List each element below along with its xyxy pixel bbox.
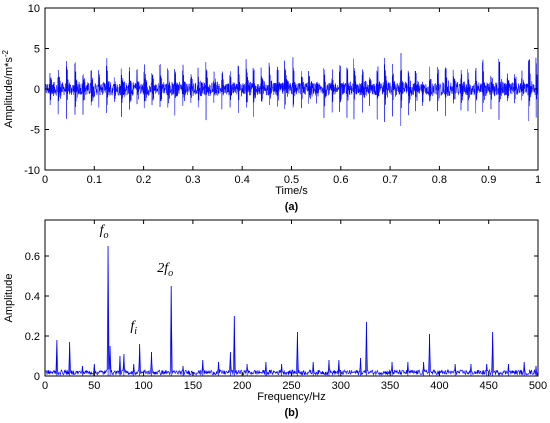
a-y-tick-label: 5 — [34, 44, 40, 56]
b-x-tick-label: 0 — [42, 380, 48, 392]
b-x-tick-label: 100 — [134, 380, 152, 392]
b-x-tick-label: 350 — [381, 380, 399, 392]
a-x-tick-label: 0.5 — [284, 174, 299, 186]
time-signal-series — [44, 53, 539, 126]
y-ticks-a: -10 -5 0 5 10 — [24, 3, 538, 177]
frequency-spectrum-chart: 0 50 100 150 200 250 300 350 400 450 500 0 0.2 0.4 0.… — [3, 219, 547, 419]
b-x-tick-label: 300 — [332, 380, 350, 392]
x-axis-label-a: Time/s — [275, 185, 308, 197]
a-y-tick-label: 10 — [28, 3, 40, 15]
panel-label-b: (b) — [284, 407, 298, 419]
x-ticks-a: 0 0.1 0.2 0.3 0.4 0.5 0.6 0.7 0.8 0.9 1 — [42, 8, 541, 186]
panel-label-a: (a) — [285, 201, 299, 213]
b-x-tick-label: 250 — [282, 380, 300, 392]
b-y-tick-label: 0 — [34, 371, 40, 383]
a-x-tick-label: 0.7 — [382, 174, 397, 186]
b-x-tick-label: 50 — [88, 380, 100, 392]
a-x-tick-label: 0.9 — [481, 174, 496, 186]
b-y-tick-label: 0.6 — [25, 251, 40, 263]
y-axis-label-a: Amplitude/m*s-2 — [1, 49, 15, 128]
y-ticks-b: 0 0.2 0.4 0.6 — [25, 251, 538, 383]
b-x-tick-label: 450 — [480, 380, 498, 392]
time-domain-chart: 0 0.1 0.2 0.3 0.4 0.5 0.6 0.7 0.8 0.9 1 -10-50510 … — [1, 3, 541, 213]
a-x-tick-label: 0.3 — [185, 174, 200, 186]
peak-annotation: fi — [130, 319, 137, 337]
annotation-sub: o — [104, 230, 109, 241]
x-axis-label-b: Frequency/Hz — [257, 391, 325, 403]
b-x-tick-label: 150 — [184, 380, 202, 392]
annotation-main: f — [100, 223, 106, 238]
a-y-tick-label: 0 — [34, 84, 40, 96]
b-x-tick-label: 400 — [430, 380, 448, 392]
peak-annotation: 2fo — [157, 261, 173, 279]
y-axis-label-b: Amplitude — [3, 274, 15, 323]
plot-frame-b — [44, 219, 539, 377]
y-axis-label-a-sup: -2 — [1, 49, 10, 57]
b-y-tick-label: 0.4 — [25, 291, 40, 303]
a-x-tick-label: 0.2 — [136, 174, 151, 186]
a-y-tick-label: -5 — [30, 125, 40, 137]
annotation-main: 2f — [157, 261, 170, 276]
annotation-sub: o — [168, 268, 173, 279]
a-x-tick-label: 0 — [42, 174, 48, 186]
x-ticks-b: 0 50 100 150 200 250 300 350 400 450 500 — [42, 220, 547, 392]
b-x-tick-label: 500 — [529, 380, 547, 392]
b-y-tick-label: 0.2 — [25, 331, 40, 343]
a-x-tick-label: 0.1 — [87, 174, 102, 186]
a-x-tick-label: 0.8 — [432, 174, 447, 186]
peak-annotation: fo — [100, 223, 109, 241]
a-x-tick-label: 0.4 — [235, 174, 250, 186]
annotation-sub: i — [134, 326, 137, 337]
b-x-tick-label: 200 — [233, 380, 251, 392]
spectrum-series — [44, 245, 539, 377]
a-x-tick-label: 0.6 — [333, 174, 348, 186]
a-x-tick-label: 1 — [535, 174, 541, 186]
y-axis-label-a-main: Amplitude/m*s — [3, 57, 15, 128]
a-y-tick-label: -10 — [24, 165, 40, 177]
annotation-main: f — [130, 319, 136, 334]
time-signal-line — [44, 53, 539, 126]
